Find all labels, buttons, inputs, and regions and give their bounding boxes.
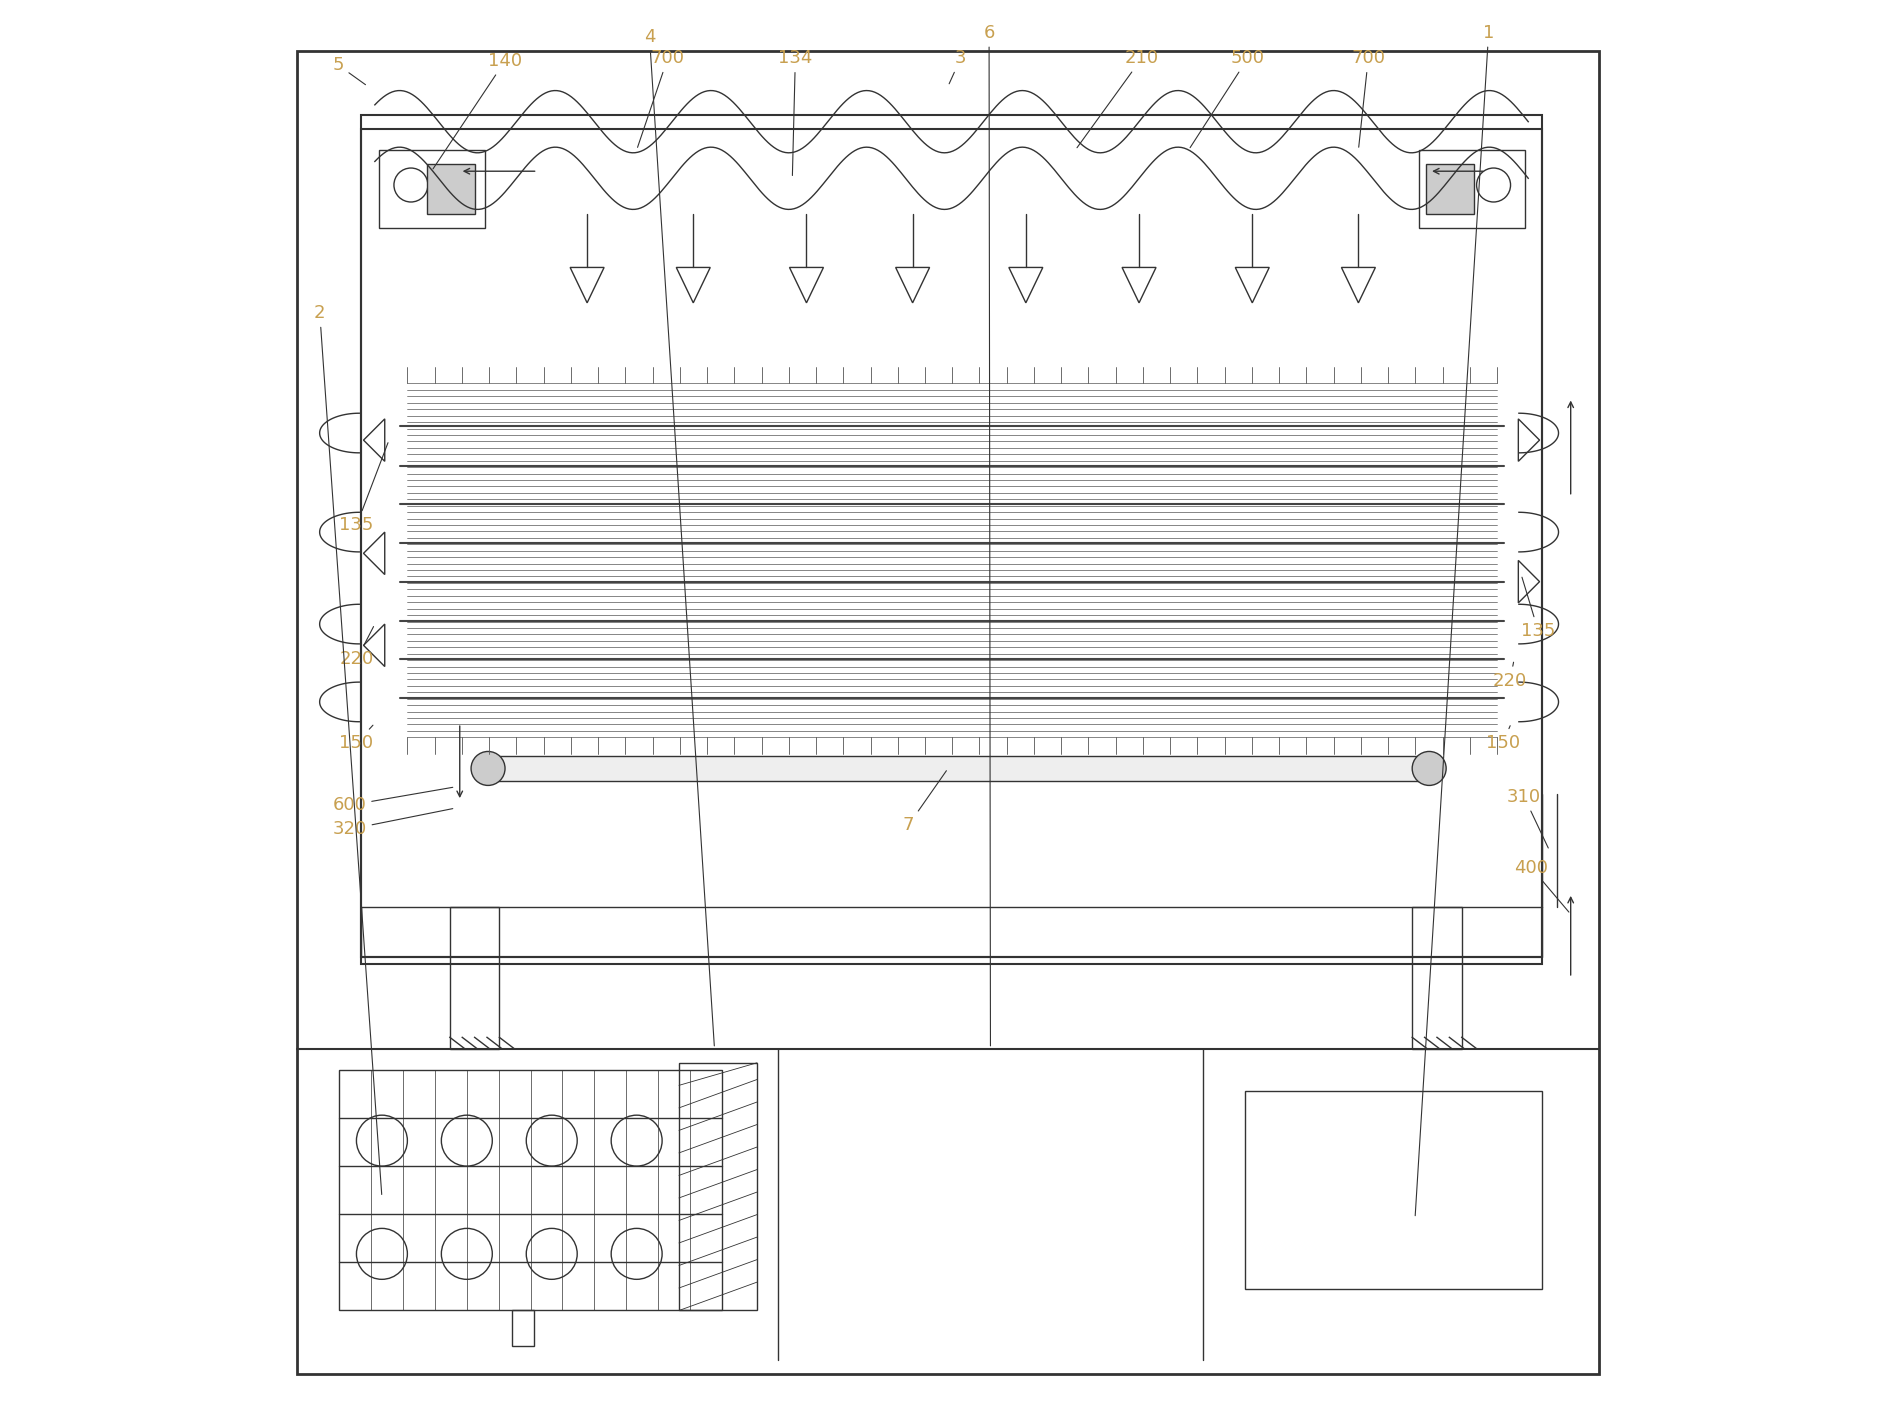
Bar bbox=[1420, 150, 1526, 228]
Text: 6: 6 bbox=[984, 24, 995, 1046]
Text: 700: 700 bbox=[1352, 50, 1386, 147]
Text: 2: 2 bbox=[315, 303, 381, 1194]
Bar bbox=[679, 1064, 757, 1310]
Text: 150: 150 bbox=[1486, 726, 1521, 752]
Text: 3: 3 bbox=[950, 50, 967, 84]
Text: 310: 310 bbox=[1507, 788, 1549, 848]
Circle shape bbox=[1413, 752, 1447, 786]
Text: 135: 135 bbox=[339, 442, 389, 535]
Text: 700: 700 bbox=[637, 50, 684, 147]
Bar bbox=[427, 164, 474, 214]
Text: 5: 5 bbox=[332, 57, 366, 85]
Bar bbox=[449, 908, 499, 1049]
Text: 400: 400 bbox=[1515, 858, 1568, 912]
Text: 500: 500 bbox=[1191, 50, 1265, 147]
Bar bbox=[512, 1310, 535, 1346]
Text: 7: 7 bbox=[902, 771, 946, 834]
Text: 320: 320 bbox=[332, 808, 453, 838]
Text: 600: 600 bbox=[332, 787, 453, 814]
Text: 150: 150 bbox=[339, 725, 374, 752]
Text: 220: 220 bbox=[1492, 662, 1526, 689]
Text: 4: 4 bbox=[645, 28, 715, 1046]
Text: 210: 210 bbox=[1077, 50, 1158, 147]
Text: 220: 220 bbox=[339, 627, 374, 668]
Bar bbox=[339, 1071, 722, 1310]
Bar bbox=[1246, 1090, 1541, 1289]
Text: 135: 135 bbox=[1521, 577, 1555, 640]
Bar bbox=[487, 756, 1430, 781]
Bar bbox=[1426, 164, 1473, 214]
Text: 134: 134 bbox=[777, 50, 813, 176]
Bar bbox=[1413, 908, 1462, 1049]
Bar bbox=[379, 150, 485, 228]
Bar bbox=[360, 115, 1541, 957]
Text: 140: 140 bbox=[432, 52, 521, 169]
Circle shape bbox=[470, 752, 504, 786]
Text: 1: 1 bbox=[1414, 24, 1494, 1215]
Bar bbox=[360, 129, 1541, 964]
